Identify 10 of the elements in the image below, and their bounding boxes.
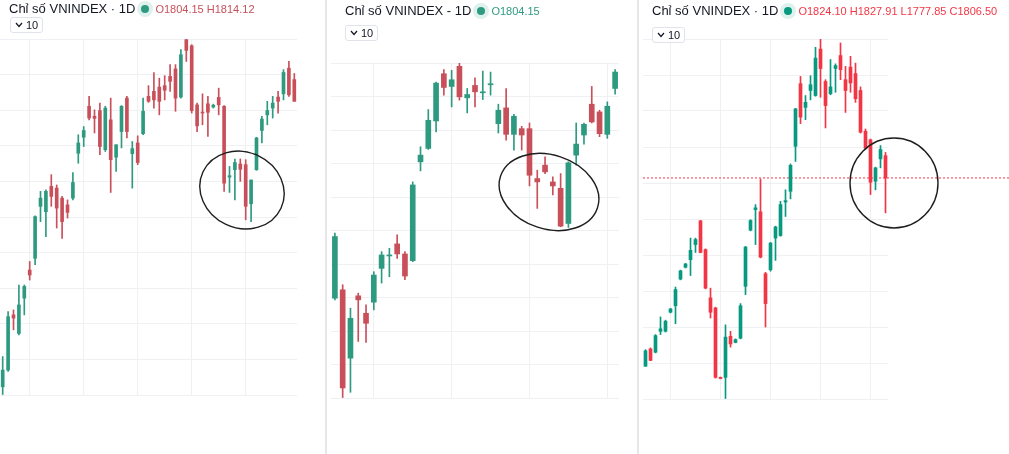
chart-subtitle: O1804.15 — [491, 4, 540, 17]
collapse-button: 10 — [652, 27, 686, 43]
chart-subtitle: O1824.10 H1827.91 L1777.85 C1806.50 — [798, 4, 998, 17]
annotation: 10 — [668, 29, 681, 41]
chart-title: Chỉ số VNINDEX - 1D — [345, 3, 472, 18]
collapse-button: 10 — [10, 17, 44, 33]
chart-subtitle: O1804.15 H1814.12 — [155, 2, 255, 15]
chart-title: Chỉ số VNINDEX · 1D — [652, 3, 779, 18]
chart-title: Chỉ số VNINDEX · 1D — [9, 1, 136, 16]
collapse-button: 10 — [345, 25, 379, 41]
